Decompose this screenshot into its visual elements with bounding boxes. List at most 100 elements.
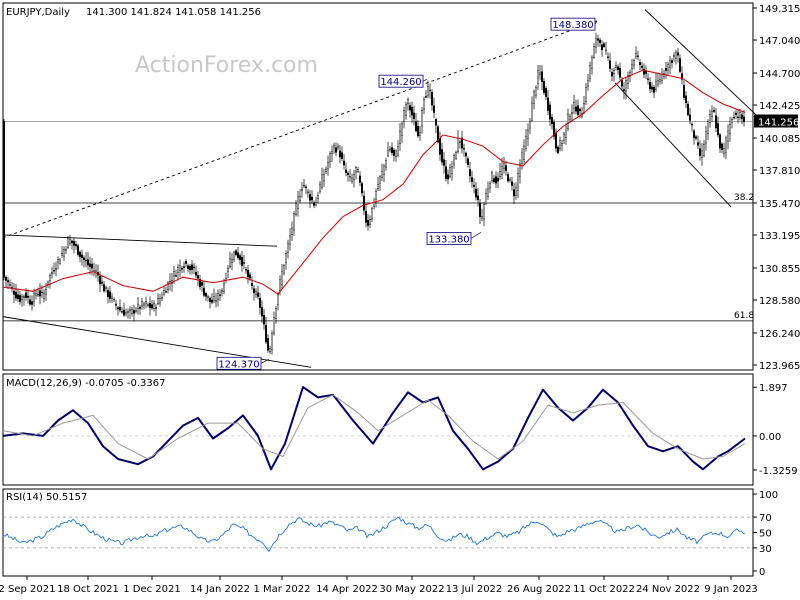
candle-body bbox=[134, 310, 137, 312]
candle-body bbox=[337, 146, 340, 149]
watermark-text: ActionForex.com bbox=[135, 53, 318, 78]
candle-body bbox=[469, 169, 472, 177]
candle-body bbox=[78, 251, 81, 257]
candle-body bbox=[222, 283, 225, 292]
candle-body bbox=[246, 270, 249, 278]
price-callout-box bbox=[426, 232, 472, 245]
candle-body bbox=[331, 151, 334, 154]
candle-body bbox=[72, 241, 75, 246]
callout-pointer bbox=[422, 78, 428, 82]
candle-body bbox=[33, 292, 36, 302]
candle-body bbox=[685, 95, 688, 104]
candle-body bbox=[619, 68, 622, 78]
candle-body bbox=[509, 179, 512, 181]
candle-body bbox=[459, 141, 462, 143]
candle-body bbox=[148, 302, 151, 308]
candle-body bbox=[285, 253, 288, 263]
candle-body bbox=[383, 165, 386, 175]
candle-body bbox=[479, 202, 482, 217]
candle-body bbox=[385, 160, 388, 168]
candle-body bbox=[37, 294, 40, 296]
candle-body bbox=[297, 196, 300, 209]
candle-body bbox=[673, 54, 676, 57]
candle-body bbox=[527, 129, 530, 139]
candle-body bbox=[339, 150, 342, 158]
candle-body bbox=[733, 116, 736, 119]
macd-y-tick-label: 1.897 bbox=[759, 383, 788, 394]
candle-body bbox=[651, 86, 654, 90]
candle-body bbox=[665, 68, 668, 71]
candle-body bbox=[128, 309, 131, 312]
candle-body bbox=[731, 119, 734, 123]
candle-body bbox=[631, 64, 634, 69]
candle-body bbox=[405, 104, 408, 116]
candle-body bbox=[661, 73, 664, 81]
candle-body bbox=[142, 303, 145, 306]
candle-body bbox=[104, 287, 107, 289]
price-y-tick-label: 137.810 bbox=[759, 166, 800, 177]
macd-signal-line bbox=[2, 394, 746, 460]
candle-body bbox=[617, 66, 620, 70]
candle-body bbox=[120, 311, 123, 313]
price-y-tick-label: 140.085 bbox=[759, 134, 800, 145]
candle-body bbox=[423, 98, 426, 110]
candle-body bbox=[601, 44, 604, 50]
candle-body bbox=[573, 102, 576, 109]
price-callout-label: 144.260 bbox=[380, 77, 421, 88]
candle-body bbox=[206, 296, 209, 298]
candle-body bbox=[381, 171, 384, 178]
candle-body bbox=[639, 62, 642, 65]
price-y-tick-label: 130.855 bbox=[759, 264, 800, 275]
candle-body bbox=[429, 89, 432, 92]
candle-body bbox=[86, 259, 89, 266]
candle-body bbox=[523, 145, 526, 160]
candle-body bbox=[68, 239, 71, 244]
candle-body bbox=[427, 86, 430, 96]
candle-body bbox=[501, 165, 504, 175]
macd-title: MACD(12,26,9) -0.0705 -0.3367 bbox=[6, 378, 166, 389]
candle-body bbox=[453, 155, 456, 165]
candle-body bbox=[441, 149, 444, 163]
candle-body bbox=[375, 191, 378, 200]
candle-body bbox=[507, 174, 510, 182]
candle-body bbox=[108, 291, 111, 299]
candle-body bbox=[577, 105, 580, 115]
candle-body bbox=[461, 137, 464, 149]
candle-body bbox=[435, 119, 438, 126]
candle-body bbox=[729, 124, 732, 134]
candle-body bbox=[457, 137, 460, 152]
x-tick-label: 9 Jan 2023 bbox=[704, 584, 758, 595]
candle-body bbox=[497, 177, 500, 182]
candle-body bbox=[505, 165, 508, 171]
candle-body bbox=[327, 162, 330, 170]
candle-body bbox=[23, 296, 26, 298]
candle-body bbox=[607, 56, 610, 58]
rsi-y-tick-label: 0 bbox=[759, 567, 765, 578]
candle-body bbox=[228, 258, 231, 267]
candle-body bbox=[212, 296, 215, 301]
candle-body bbox=[595, 38, 598, 48]
candle-body bbox=[281, 271, 284, 285]
candle-body bbox=[238, 255, 241, 260]
candle-body bbox=[693, 130, 696, 138]
candle-body bbox=[451, 166, 454, 174]
candle-body bbox=[49, 275, 52, 281]
price-y-tick-label: 135.470 bbox=[759, 199, 800, 210]
candle-body bbox=[365, 210, 368, 223]
candle-body bbox=[6, 280, 9, 283]
trendline bbox=[2, 234, 278, 247]
candle-body bbox=[599, 39, 602, 43]
candle-body bbox=[39, 290, 42, 297]
candle-body bbox=[176, 267, 179, 273]
candle-body bbox=[465, 152, 468, 157]
macd-line bbox=[2, 386, 746, 471]
candle-body bbox=[535, 87, 538, 96]
candle-body bbox=[188, 265, 191, 271]
candle-body bbox=[445, 166, 448, 179]
price-y-tick-label: 144.700 bbox=[759, 69, 800, 80]
candle-body bbox=[719, 134, 722, 149]
x-tick-label: 1 Dec 2021 bbox=[123, 584, 181, 595]
candle-body bbox=[287, 243, 290, 253]
candle-body bbox=[667, 63, 670, 71]
candle-body bbox=[545, 88, 548, 97]
